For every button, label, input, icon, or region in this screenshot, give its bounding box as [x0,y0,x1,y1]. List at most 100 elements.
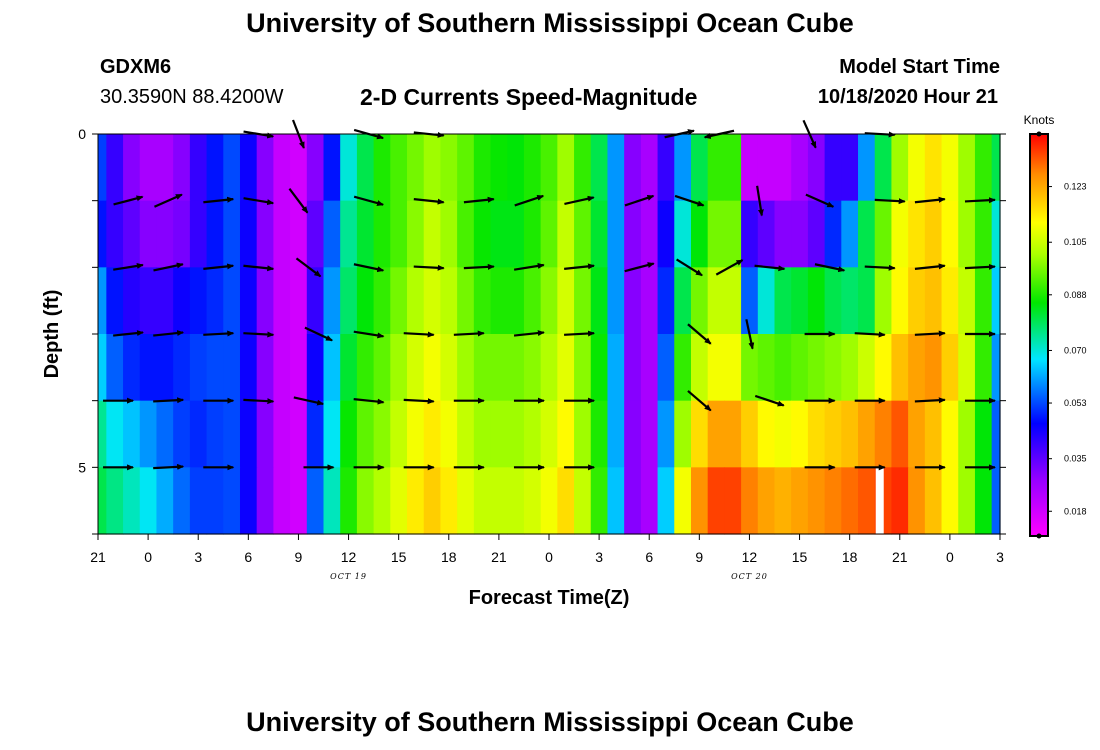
heatmap-cell [690,334,709,402]
heatmap-cell [256,267,274,335]
heatmap-cell [523,334,542,402]
heatmap-cell [557,467,575,535]
current-vector-arrow [564,195,595,205]
current-vector-arrow [864,264,896,271]
bottom-title: University of Southern Mississippi Ocean… [246,707,854,737]
y-tick-label: 0 [78,126,86,142]
x-tick-label: 12 [742,549,758,565]
heatmap-cell [156,334,174,402]
heatmap-cell [924,400,943,468]
heatmap-cell [757,200,776,268]
heatmap-cell [791,467,809,535]
y-axis-label: Depth (ft) [41,290,63,379]
heatmap-cell [423,134,442,202]
heatmap-cell [690,467,709,535]
heatmap-cell [323,467,341,535]
x-date-label: OCT 20 [731,572,768,581]
current-vector-arrow [964,197,996,204]
heatmap-cell [974,467,993,535]
current-vector-arrow [153,330,185,337]
heatmap-cell [657,467,675,535]
heatmap-cell [340,134,358,202]
heatmap-cell [106,400,124,468]
heatmap-cell [306,267,325,335]
heatmap-cell [290,134,308,202]
heatmap-cell [423,400,442,468]
current-vector-arrow [203,263,235,270]
heatmap-cell [690,134,709,202]
current-vector-arrow [564,263,595,270]
current-vector-arrow [353,330,385,339]
current-vector-arrow [754,394,785,407]
x-tick-label: 9 [295,549,303,565]
current-vector-arrow [814,263,846,273]
heatmap-cell [774,467,792,535]
heatmap-cell [874,134,893,202]
heatmap-cell [991,467,1001,535]
colorbar-top-cap [1036,131,1042,137]
current-vector-arrow [203,196,235,204]
heatmap-cell [407,200,425,268]
heatmap-cell [106,200,124,268]
current-vector-arrow [513,330,545,337]
heatmap-cell [924,467,943,535]
heatmap-cell [290,334,308,402]
heatmap-cell [640,400,659,468]
current-vector-arrow [403,398,435,405]
heatmap-cell [824,200,842,268]
heatmap-cell [390,267,408,335]
heatmap-cell [674,267,692,335]
heatmap-cell [473,200,492,268]
heatmap-cell [423,200,442,268]
heatmap-cell [707,400,725,468]
heatmap-cell [206,467,224,535]
current-vector-arrow [353,195,385,206]
heatmap-cell [858,200,876,268]
heatmap-cell [523,267,542,335]
current-vector-arrow [153,463,185,470]
heatmap-cell [223,134,241,202]
current-vector-arrow [243,197,275,206]
current-vector-arrow [513,262,545,271]
heatmap-cell [523,200,542,268]
heatmap-cell [407,467,425,535]
heatmap-cell [958,200,976,268]
heatmap-cell [106,334,124,402]
heatmap-cell [123,467,141,535]
heatmap-cell [98,334,107,402]
x-tick-label: 3 [996,549,1004,565]
colorbar-bottom-cap [1036,533,1042,539]
heatmap-cell [874,334,893,402]
heatmap-cell [590,267,609,335]
heatmap-cell [941,334,959,402]
heatmap-cell [423,334,442,402]
x-tick-label: 18 [842,549,858,565]
heatmap-cell [858,467,876,535]
heatmap-cell [440,400,458,468]
heatmap-cell [290,400,308,468]
current-vector-arrow [624,194,655,207]
heatmap-cell [290,200,308,268]
heatmap-cell [473,134,492,202]
current-vector-arrow [463,263,495,270]
heatmap-cell [239,467,258,535]
x-tick-label: 21 [892,549,908,565]
heatmap-cell [841,200,859,268]
heatmap-cell [874,400,893,468]
heatmap-cell [657,200,675,268]
heatmap-cell [323,134,341,202]
heatmap-cell [624,134,642,202]
heatmap-cell [340,334,358,402]
heatmap-cell [974,267,993,335]
current-vector-arrow [413,198,445,205]
heatmap-cell [908,267,926,335]
heatmap-cell [974,400,993,468]
heatmap-cell [941,200,959,268]
heatmap-cell [139,267,158,335]
current-vector-arrow [715,259,744,276]
heatmap-cell [874,200,893,268]
heatmap-cell [574,134,592,202]
heatmap-cell [908,400,926,468]
heatmap-cell [991,200,1001,268]
heatmap-cell [156,267,174,335]
